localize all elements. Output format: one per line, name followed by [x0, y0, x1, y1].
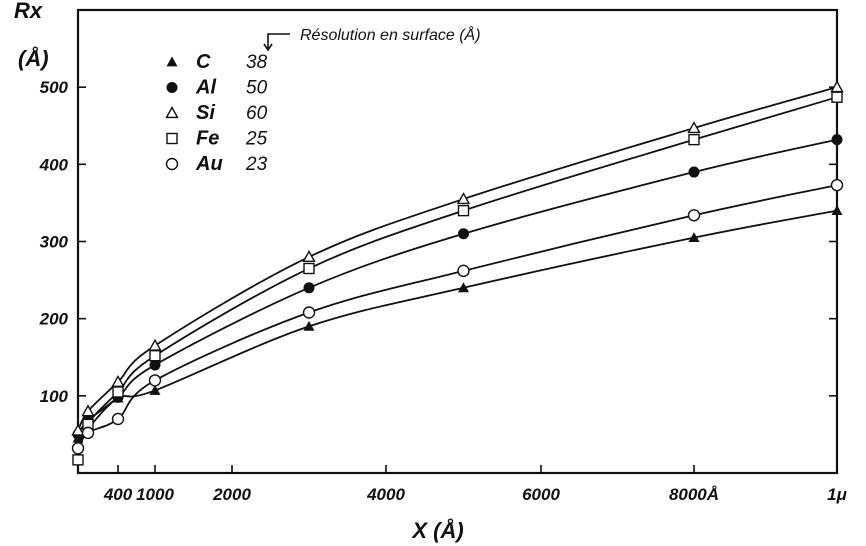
y-tick-label-1: 200 — [39, 310, 69, 329]
data-point-fe-7 — [831, 91, 843, 103]
legend-marker-al — [166, 82, 178, 93]
data-point-si-5 — [456, 192, 471, 205]
data-point-au-0 — [71, 442, 85, 455]
data-point-c-7 — [831, 205, 843, 216]
legend-resolution-si: 60 — [246, 103, 268, 124]
series-line-fe — [77, 96, 838, 461]
data-point-al-5 — [458, 228, 469, 240]
series-curves — [77, 86, 838, 461]
y-tick-label-0: 100 — [40, 387, 69, 406]
series-markers — [71, 80, 844, 466]
data-point-c-4 — [303, 320, 315, 331]
legend-marker-fe — [166, 132, 178, 145]
y-tick-label-2: 300 — [40, 233, 69, 252]
data-point-al-6 — [688, 166, 700, 178]
legend-header: Résolution en surface (Å) — [300, 25, 481, 44]
data-point-si-6 — [687, 121, 701, 134]
legend-label-c: C — [196, 51, 211, 73]
data-point-si-4 — [302, 249, 316, 263]
legend-resolution-al: 50 — [246, 78, 268, 99]
data-point-c-6 — [688, 232, 700, 243]
legend-label-al: Al — [195, 77, 216, 99]
x-tick-label-0: 400 — [103, 485, 133, 504]
data-point-fe-6 — [688, 133, 700, 146]
data-point-al-3 — [149, 359, 161, 371]
y-tick-label-3: 400 — [39, 155, 69, 174]
data-point-fe-3 — [149, 350, 161, 362]
data-point-al-4 — [303, 282, 315, 294]
data-point-fe-4 — [303, 262, 315, 275]
x-tick-label-6: 1μ — [827, 485, 847, 504]
legend-resolution-fe: 25 — [245, 129, 268, 150]
legend-label-fe: Fe — [196, 128, 219, 150]
data-point-au-2 — [111, 412, 125, 426]
y-axis-title-symbol: Rx — [14, 0, 43, 23]
data-point-si-1 — [81, 404, 95, 417]
series-line-c — [77, 209, 838, 439]
data-point-au-7 — [830, 178, 844, 192]
data-point-c-3 — [149, 384, 161, 395]
data-point-c-5 — [458, 282, 469, 293]
y-tick-label-4: 500 — [40, 78, 69, 97]
legend-marker-au — [165, 157, 179, 171]
x-axis-title: X (Å) — [410, 518, 463, 543]
data-point-si-0 — [71, 423, 85, 436]
series-line-al — [77, 138, 838, 435]
data-point-al-7 — [831, 134, 843, 146]
x-tick-label-4: 6000 — [522, 485, 560, 504]
x-tick-label-5: 8000Å — [669, 485, 719, 504]
data-point-fe-2 — [112, 386, 124, 398]
series-line-au — [77, 184, 838, 449]
data-point-au-1 — [81, 426, 95, 440]
data-point-au-3 — [148, 374, 162, 387]
tick-labels: 400 1000 2000 4000 6000 8000Å 1μ10020030040050… — [39, 78, 848, 504]
legend-resolution-au: 23 — [245, 154, 268, 175]
y-axis-title-unit: (Å) — [18, 46, 49, 71]
plot-frame — [76, 8, 839, 475]
legend-resolution-c: 38 — [246, 52, 268, 73]
x-tick-label-3: 4000 — [366, 485, 405, 504]
x-tick-label-1: 1000 — [136, 485, 174, 504]
data-point-fe-0 — [72, 454, 84, 466]
data-point-si-3 — [148, 338, 162, 351]
data-point-fe-5 — [457, 204, 470, 217]
data-point-au-5 — [457, 264, 470, 278]
legend: Résolution en surface (Å) C 38 Al 50 Si 60 Fe 2… — [165, 25, 481, 175]
legend-marker-c — [166, 56, 178, 67]
axis-ticks — [78, 86, 838, 473]
data-point-au-6 — [687, 209, 701, 222]
data-point-au-4 — [302, 306, 316, 319]
legend-marker-si — [165, 106, 179, 119]
x-tick-label-2: 2000 — [212, 485, 251, 504]
legend-label-si: Si — [196, 102, 215, 124]
legend-arrow-icon — [263, 33, 290, 52]
series-line-si — [77, 86, 838, 431]
legend-label-au: Au — [195, 153, 223, 175]
